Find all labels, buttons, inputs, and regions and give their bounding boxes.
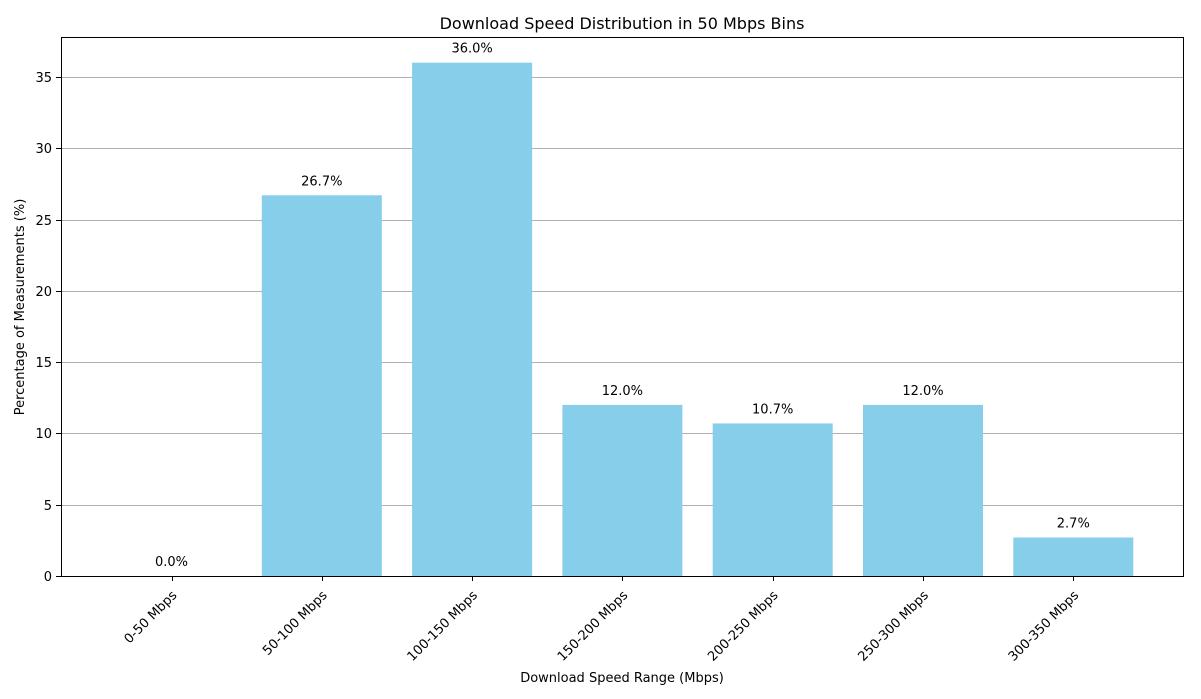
bar-6 (863, 404, 983, 576)
bar-7 (1013, 537, 1134, 576)
y-tick-label-5: 5 (44, 499, 52, 514)
y-tick-label-20: 20 (35, 285, 52, 300)
data-label-4: 12.0% (602, 384, 643, 399)
x-tick-label-1: 0-50 Mbps (122, 588, 181, 647)
y-tick-label-10: 10 (35, 427, 52, 442)
x-tick-label-7: 300-350 Mbps (1006, 588, 1082, 664)
y-axis-label: Percentage of Measurements (%) (13, 199, 28, 416)
y-tick-label-35: 35 (35, 71, 52, 86)
y-tick-label-30: 30 (35, 142, 52, 157)
data-label-5: 10.7% (752, 402, 793, 417)
bar-2 (261, 195, 382, 576)
bars (261, 62, 1134, 576)
x-tick-label-2: 50-100 Mbps (260, 588, 331, 659)
bar-4 (562, 404, 683, 576)
x-tick-label-6: 250-300 Mbps (855, 588, 931, 664)
chart-title: Download Speed Distribution in 50 Mbps B… (440, 14, 805, 33)
x-axis-ticks: 0-50 Mbps 50-100 Mbps 100-150 Mbps 150-200 … (122, 576, 1082, 665)
data-label-1: 0.0% (155, 555, 188, 570)
y-tick-label-0: 0 (44, 570, 52, 585)
data-label-7: 2.7% (1057, 517, 1090, 532)
x-axis-label: Download Speed Range (Mbps) (520, 671, 724, 686)
y-axis-ticks: 0 5 10 15 20 25 30 35 (35, 71, 61, 585)
data-label-6: 12.0% (902, 384, 943, 399)
grid-lines (61, 77, 1184, 506)
x-tick-label-3: 100-150 Mbps (405, 588, 481, 664)
y-tick-label-15: 15 (35, 356, 52, 371)
bar-3 (412, 62, 533, 576)
bar-5 (712, 423, 833, 576)
y-tick-label-25: 25 (35, 214, 52, 229)
data-label-3: 36.0% (451, 42, 492, 57)
data-labels: 0.0% 26.7% 36.0% 12.0% 10.7% 12.0% 2.7% (155, 42, 1090, 570)
x-tick-label-5: 200-250 Mbps (705, 588, 781, 664)
data-label-2: 26.7% (301, 174, 342, 189)
x-tick-label-4: 150-200 Mbps (555, 588, 631, 664)
